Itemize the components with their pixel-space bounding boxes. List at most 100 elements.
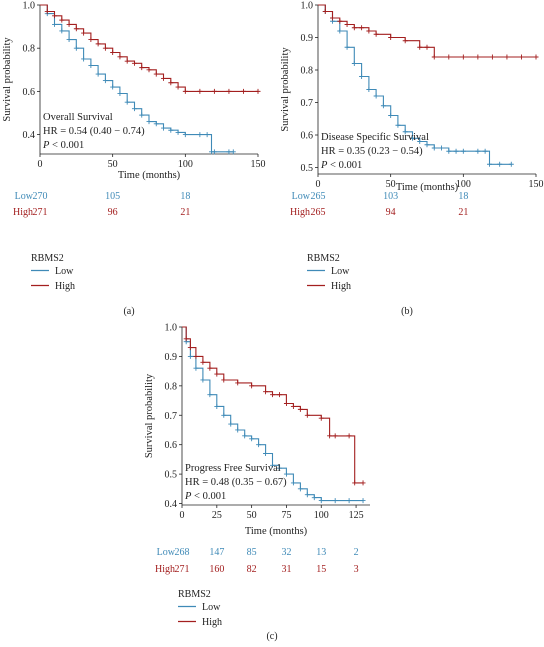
censor-mark-high — [276, 392, 282, 398]
censor-mark-high — [330, 15, 336, 21]
risk-count-high: 271 — [175, 564, 190, 575]
y-tick-label: 1.0 — [301, 1, 314, 12]
censor-mark-high — [88, 37, 94, 43]
y-tick-label: 0.6 — [23, 87, 36, 98]
legend-title: RBMS2 — [307, 253, 340, 264]
x-axis-label: Time (months) — [396, 182, 459, 193]
y-tick-label: 0.8 — [165, 381, 178, 392]
censor-mark-high — [417, 44, 423, 50]
censor-mark-low — [204, 132, 210, 138]
censor-mark-low — [395, 122, 401, 128]
risk-group-label-high: High — [290, 207, 310, 218]
censor-mark-low — [360, 498, 366, 504]
censor-mark-high — [59, 17, 65, 23]
censor-mark-low — [318, 498, 324, 504]
censor-mark-high — [337, 18, 343, 24]
censor-mark-low — [409, 135, 415, 141]
censor-mark-low — [297, 486, 303, 492]
x-tick-label: 125 — [349, 510, 364, 521]
censor-mark-high — [175, 84, 181, 90]
censor-mark-high — [255, 88, 261, 94]
censor-mark-high — [322, 9, 328, 14]
risk-count-high: 96 — [108, 207, 118, 218]
censor-mark-high — [359, 25, 365, 31]
censor-mark-low — [290, 480, 296, 486]
risk-count-low: 2 — [354, 547, 359, 558]
y-tick-label: 0.6 — [301, 131, 314, 142]
censor-mark-high — [193, 353, 199, 359]
censor-mark-high — [226, 88, 232, 94]
censor-mark-low — [482, 148, 488, 154]
legend-label-high: High — [202, 617, 222, 628]
x-tick-label: 75 — [281, 510, 291, 521]
censor-mark-high — [102, 45, 108, 51]
censor-mark-high — [460, 54, 466, 60]
censor-mark-high — [95, 41, 101, 47]
censor-mark-low — [344, 44, 350, 50]
legend-label-low: Low — [202, 602, 221, 613]
y-tick-label: 0.4 — [23, 130, 36, 141]
censor-mark-high — [360, 480, 366, 486]
risk-group-label-low: Low — [157, 547, 176, 558]
censor-mark-low — [131, 106, 137, 112]
censor-mark-low — [161, 125, 167, 131]
endpoint-label: Progress Free Survival — [185, 463, 281, 474]
censor-mark-high — [240, 88, 246, 94]
censor-mark-high — [504, 54, 510, 60]
censor-mark-low — [117, 91, 123, 97]
censor-mark-low — [486, 161, 492, 167]
censor-mark-low — [380, 103, 386, 109]
censor-mark-high — [81, 30, 87, 36]
hazard-ratio: HR = 0.35 (0.23 − 0.54) — [321, 146, 423, 157]
x-tick-label: 100 — [456, 179, 471, 190]
risk-count-high: 160 — [209, 564, 224, 575]
censor-mark-low — [59, 28, 65, 34]
km-panel-2: 0.4 0.5 0.6 0.7 0.8 0.9 1.0 0 25 50 75 100 125 Surviv… — [144, 323, 370, 642]
censor-mark-high — [297, 406, 303, 412]
x-tick-label: 100 — [178, 159, 193, 170]
risk-count-high: 31 — [281, 564, 291, 575]
panel-caption: (a) — [123, 306, 134, 317]
censor-mark-high — [44, 8, 50, 14]
censor-mark-low — [235, 427, 241, 433]
x-axis-label: Time (months) — [245, 526, 308, 537]
censor-mark-high — [283, 400, 289, 406]
hazard-ratio: HR = 0.54 (0.40 − 0.74) — [43, 126, 145, 137]
censor-mark-high — [207, 365, 213, 371]
p-value: P < 0.001 — [184, 491, 226, 502]
risk-count-high: 21 — [180, 207, 190, 218]
censor-mark-high — [475, 54, 481, 60]
censor-mark-high — [200, 359, 206, 365]
censor-mark-low — [153, 121, 159, 127]
risk-count-low: 268 — [175, 547, 190, 558]
km-panel-0: 0.4 0.6 0.8 1.0 0 50 100 150 Survival probabilit… — [2, 1, 266, 318]
censor-mark-high — [489, 54, 495, 60]
censor-mark-low — [124, 99, 130, 105]
risk-count-low: 32 — [281, 547, 291, 558]
censor-mark-low — [263, 451, 269, 457]
risk-group-label-low: Low — [15, 191, 34, 202]
censor-mark-low — [197, 132, 203, 138]
censor-mark-low — [226, 149, 232, 155]
censor-mark-low — [304, 492, 310, 498]
y-tick-label: 1.0 — [165, 323, 178, 334]
censor-mark-low — [187, 353, 193, 359]
censor-mark-high — [235, 380, 241, 386]
censor-mark-high — [66, 21, 72, 27]
censor-mark-high — [366, 28, 372, 34]
risk-count-high: 82 — [247, 564, 257, 575]
censor-mark-high — [533, 54, 539, 60]
risk-group-label-high: High — [155, 564, 175, 575]
censor-mark-low — [228, 421, 234, 427]
risk-count-high: 94 — [386, 207, 396, 218]
censor-mark-low — [249, 436, 255, 442]
endpoint-label: Overall Survival — [43, 112, 113, 123]
censor-mark-high — [344, 22, 350, 27]
y-tick-label: 0.4 — [165, 499, 178, 510]
censor-mark-high — [197, 88, 203, 94]
censor-mark-high — [168, 80, 174, 86]
legend-label-high: High — [331, 281, 351, 292]
km-panel-1: 0.5 0.6 0.7 0.8 0.9 1.0 0 50 100 150 Survival prob… — [280, 1, 544, 318]
censor-mark-low — [139, 112, 145, 118]
